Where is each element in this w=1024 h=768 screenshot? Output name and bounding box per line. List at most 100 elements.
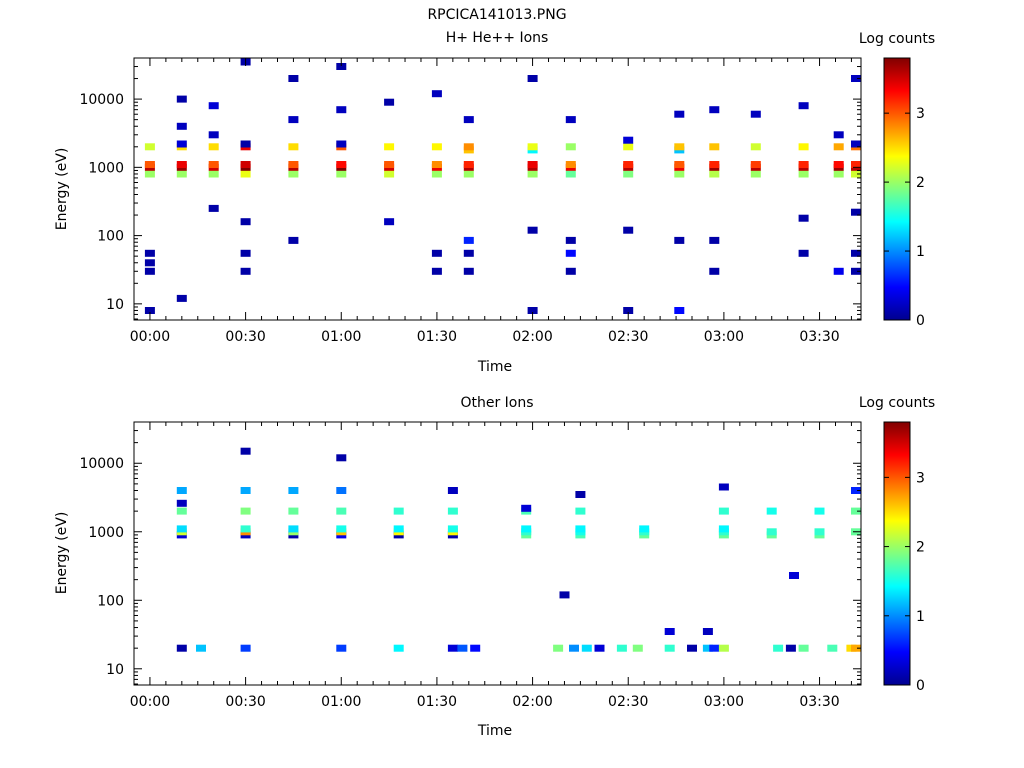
colorbar-tick-label: 2 <box>916 175 925 191</box>
heatmap-cell <box>208 102 219 110</box>
x-tick-label: 02:30 <box>608 694 648 710</box>
heatmap-cell <box>144 259 155 267</box>
heatmap-cell <box>709 267 720 275</box>
heatmap-cell <box>750 110 761 118</box>
heatmap-cell <box>144 170 155 178</box>
heatmap-cell <box>240 140 251 148</box>
heatmap-cell <box>709 644 720 652</box>
heatmap-cell <box>581 644 592 652</box>
heatmap-cell <box>851 487 861 494</box>
heatmap-cell <box>240 249 251 257</box>
heatmap-cell <box>176 170 187 178</box>
heatmap-cell <box>851 208 861 216</box>
y-tick-label: 1000 <box>88 160 124 176</box>
heatmap-cell <box>176 161 187 168</box>
heatmap-cell <box>851 249 861 257</box>
heatmap-cell <box>470 644 481 652</box>
heatmap-cell <box>718 483 729 491</box>
heatmap-cell <box>750 170 761 178</box>
panel-1-colorbar-axis: 0 1 2 3 <box>884 106 925 329</box>
heatmap-cell <box>798 214 809 222</box>
x-tick-label: 00:30 <box>225 694 265 710</box>
heatmap-cell <box>833 143 844 151</box>
heatmap-cell <box>431 267 442 275</box>
heatmap-cell <box>718 507 729 515</box>
heatmap-cell <box>851 170 861 178</box>
heatmap-cell <box>565 236 576 244</box>
panel-2-title: Other Ions <box>460 395 533 411</box>
heatmap-cell <box>702 628 713 635</box>
heatmap-cell <box>240 170 251 178</box>
heatmap-cell <box>288 236 299 244</box>
heatmap-cell <box>447 507 458 515</box>
y-tick-label: 10000 <box>79 456 124 472</box>
x-tick-label: 01:00 <box>321 694 361 710</box>
heatmap-cell <box>851 140 861 148</box>
heatmap-cell <box>798 102 809 110</box>
heatmap-cell <box>575 491 586 498</box>
heatmap-cell <box>709 106 720 114</box>
heatmap-cell <box>773 644 784 652</box>
panel-1-colorbar <box>883 57 911 321</box>
heatmap-cell <box>463 143 474 151</box>
heatmap-cell <box>833 170 844 178</box>
heatmap-cell <box>336 106 347 114</box>
heatmap-cell <box>288 507 299 515</box>
heatmap-cell <box>565 170 576 178</box>
heatmap-cell <box>384 98 395 106</box>
x-tick-label: 02:00 <box>512 694 552 710</box>
colorbar-tick-label: 1 <box>916 244 925 260</box>
x-tick-label: 03:30 <box>799 329 839 345</box>
y-tick-label: 1000 <box>88 525 124 541</box>
heatmap-cell <box>176 487 187 494</box>
heatmap-cell <box>674 110 685 118</box>
heatmap-cell <box>565 143 576 151</box>
heatmap-cell <box>521 504 532 512</box>
heatmap-cell <box>384 161 395 168</box>
heatmap-cell <box>208 204 219 212</box>
heatmap-cell <box>336 644 347 652</box>
heatmap-cell <box>288 116 299 124</box>
x-tick-label: 03:30 <box>799 694 839 710</box>
y-tick-label: 100 <box>97 229 124 245</box>
y-tick-label: 10 <box>106 297 124 313</box>
heatmap-cell <box>336 63 347 70</box>
heatmap-cell <box>623 307 634 314</box>
heatmap-cell <box>393 507 404 515</box>
panel-2-colorbar-axis: 0 1 2 3 <box>884 470 925 694</box>
heatmap-cell <box>336 140 347 148</box>
heatmap-cell <box>623 226 634 234</box>
heatmap-cell <box>623 161 634 168</box>
heatmap-cell <box>431 161 442 168</box>
heatmap-cell <box>336 487 347 494</box>
heatmap-cell <box>393 525 404 533</box>
heatmap-cell <box>144 161 155 168</box>
heatmap-cell <box>393 644 404 652</box>
x-tick-label: 03:00 <box>704 329 744 345</box>
colorbar-tick-label: 1 <box>916 609 925 625</box>
heatmap-cell <box>527 75 538 82</box>
heatmap-cell <box>336 507 347 515</box>
heatmap-cell <box>718 525 729 533</box>
heatmap-cell <box>798 161 809 168</box>
heatmap-cell <box>664 644 675 652</box>
heatmap-cell <box>447 644 458 652</box>
heatmap-cell <box>431 143 442 151</box>
heatmap-cell <box>336 454 347 462</box>
heatmap-cell <box>176 644 187 652</box>
heatmap-cell <box>288 525 299 533</box>
colorbar-tick-label: 2 <box>916 540 925 556</box>
x-tick-label: 02:00 <box>512 329 552 345</box>
heatmap-cell <box>594 644 605 652</box>
panel-1-cells <box>144 58 861 314</box>
heatmap-cell <box>384 143 395 151</box>
y-tick-label: 100 <box>97 593 124 609</box>
heatmap-cell <box>176 140 187 148</box>
heatmap-cell <box>851 267 861 275</box>
heatmap-cell <box>208 131 219 139</box>
heatmap-cell <box>565 116 576 124</box>
heatmap-cell <box>288 161 299 168</box>
heatmap-cell <box>559 591 570 599</box>
heatmap-cell <box>240 218 251 226</box>
